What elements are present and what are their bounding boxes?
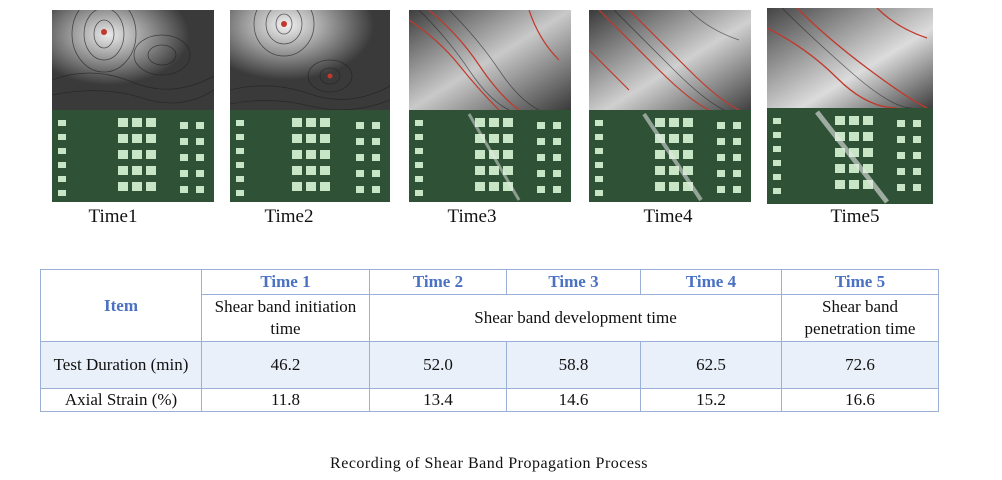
panel-time4 — [589, 10, 751, 202]
table-cell: 72.6 — [781, 341, 939, 389]
table-cell: 62.5 — [640, 341, 782, 389]
table-cell: 16.6 — [781, 388, 939, 412]
shear-band-table: Item Time 1 Time 2 Time 3 Time 4 Time 5 … — [40, 269, 939, 412]
table-header-row: Item Time 1 Time 2 Time 3 Time 4 Time 5 — [40, 269, 939, 342]
figure-caption: Recording of Shear Band Propagation Proc… — [330, 455, 648, 472]
row-label: Test Duration (min) — [40, 341, 202, 389]
panel-label-time5: Time5 — [830, 206, 880, 227]
panel-time2-image — [230, 10, 390, 202]
development-phase-cell: Shear band development time — [369, 294, 782, 342]
time5-header: Time 5 — [781, 269, 939, 295]
time3-header: Time 3 — [506, 269, 641, 295]
time1-header: Time 1 — [201, 269, 370, 295]
phase-row: Shear band initiation time Shear band de… — [41, 294, 939, 342]
table-row: Test Duration (min) 46.2 52.0 58.8 62.5 … — [40, 341, 939, 389]
table-cell: 46.2 — [201, 341, 370, 389]
panel-label-time2: Time2 — [264, 206, 314, 227]
penetration-phase-cell: Shear band penetration time — [781, 294, 939, 342]
table-cell: 52.0 — [369, 341, 507, 389]
table-row: Axial Strain (%) 11.8 13.4 14.6 15.2 16.… — [40, 388, 939, 412]
table-cell: 13.4 — [369, 388, 507, 412]
panel-time5-image — [767, 8, 933, 204]
panel-label-time3: Time3 — [447, 206, 497, 227]
time4-header: Time 4 — [640, 269, 782, 295]
table-cell: 15.2 — [640, 388, 782, 412]
panel-time2 — [230, 10, 390, 202]
panel-time1-image — [52, 10, 214, 202]
item-header: Item — [40, 269, 202, 342]
time2-header: Time 2 — [369, 269, 507, 295]
table-cell: 14.6 — [506, 388, 641, 412]
panel-label-time1: Time1 — [88, 206, 138, 227]
table-cell: 11.8 — [201, 388, 370, 412]
panel-time5 — [767, 8, 933, 204]
panel-time3 — [409, 10, 571, 202]
table-cell: 58.8 — [506, 341, 641, 389]
row-label: Axial Strain (%) — [40, 388, 202, 412]
panel-time1 — [52, 10, 214, 202]
panel-time3-image — [409, 10, 571, 202]
panel-label-time4: Time4 — [643, 206, 693, 227]
panel-time4-image — [589, 10, 751, 202]
initiation-phase-cell: Shear band initiation time — [201, 294, 370, 342]
